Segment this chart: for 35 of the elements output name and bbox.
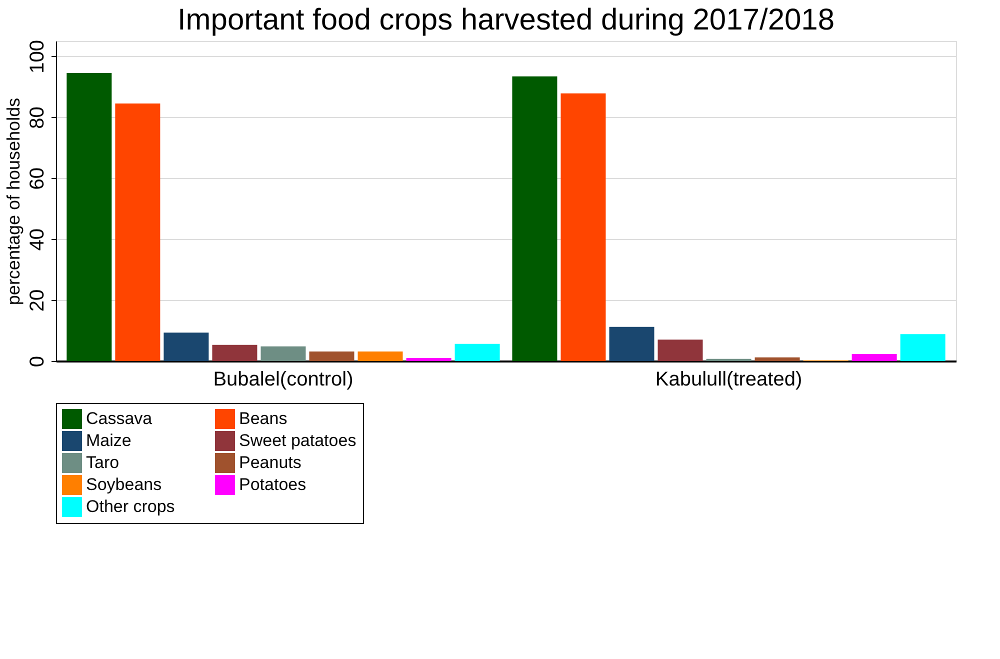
y-tick-label: 80: [26, 106, 48, 129]
legend-label: Beans: [239, 409, 288, 428]
y-tick-label: 40: [26, 228, 48, 251]
legend-label: Peanuts: [239, 453, 302, 472]
legend-label: Other crops: [86, 497, 175, 516]
bar: [260, 346, 306, 361]
chart-title: Important food crops harvested during 2017/2018: [177, 4, 835, 37]
y-tick-label: 0: [26, 356, 48, 368]
x-tick-label: Bubalel(control): [213, 368, 354, 390]
bar: [358, 352, 403, 361]
bar: [852, 354, 897, 361]
bar: [454, 344, 500, 361]
bar: [658, 340, 703, 361]
legend-label: Taro: [86, 453, 120, 472]
bar: [66, 73, 112, 361]
bar: [115, 103, 160, 361]
y-axis-title: percentage of households: [4, 98, 24, 306]
bar: [609, 326, 654, 361]
bar: [754, 357, 800, 361]
bar: [406, 358, 452, 361]
legend-label: Sweet patatoes: [239, 431, 356, 450]
bar: [512, 76, 558, 361]
y-tick-label: 60: [26, 168, 48, 190]
legend-label: Cassava: [86, 409, 153, 428]
legend-label: Soybeans: [86, 475, 162, 494]
x-tick-label: Kabulull(treated): [655, 368, 802, 390]
bar: [212, 344, 258, 361]
y-tick-label: 20: [26, 289, 48, 312]
bar: [560, 93, 606, 361]
bar: [309, 352, 354, 361]
legend-label: Maize: [86, 431, 132, 450]
legend-label: Potatoes: [239, 475, 306, 494]
bar: [900, 334, 946, 361]
bar: [164, 332, 209, 361]
y-tick-label: 100: [26, 40, 48, 74]
